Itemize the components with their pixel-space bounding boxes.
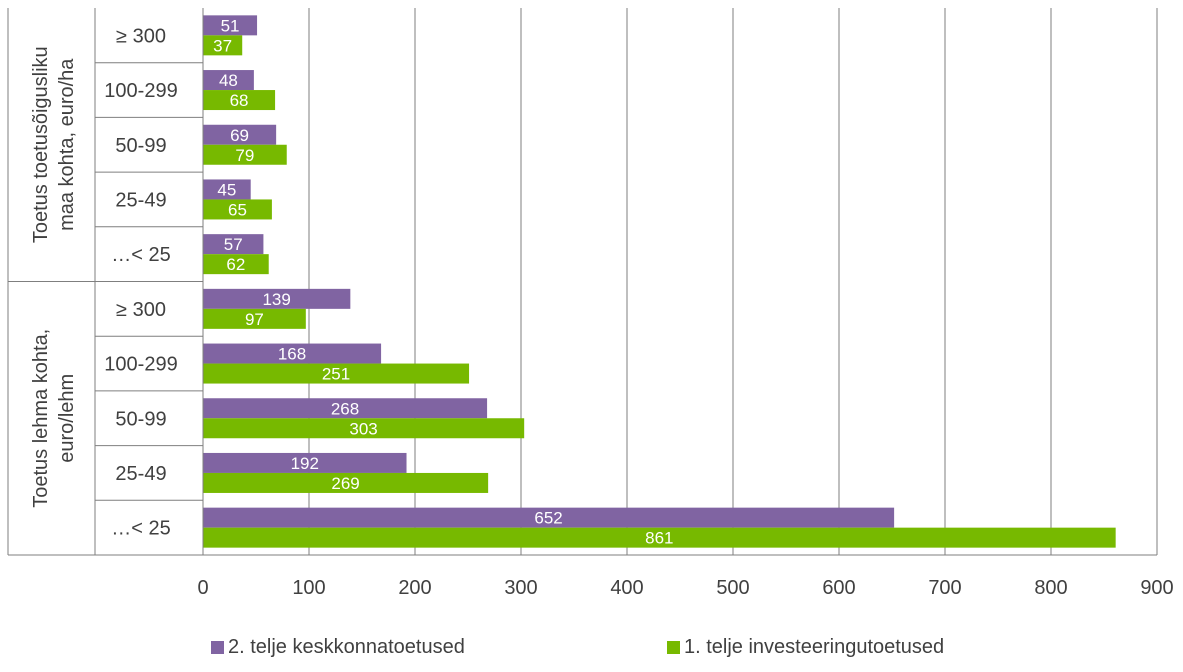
bar (203, 452, 407, 473)
x-tick-label: 100 (292, 577, 325, 599)
data-label: 79 (235, 146, 254, 165)
group-label-line: Toetus toetusõigusliku (30, 46, 52, 243)
bar (203, 90, 276, 111)
data-label: 65 (228, 200, 247, 219)
bar (203, 507, 895, 528)
data-label: 97 (245, 310, 264, 329)
category-label: 50-99 (115, 408, 166, 430)
data-label: 48 (219, 71, 238, 90)
bar (203, 363, 470, 384)
bar (203, 527, 1116, 548)
x-tick-label: 300 (504, 577, 537, 599)
bar (203, 343, 382, 364)
x-tick-label: 800 (1034, 577, 1067, 599)
x-tick-label: 600 (822, 577, 855, 599)
group-label-line: maa kohta, euro/ha (56, 58, 78, 231)
legend: 2. telje keskkonnatoetused 1. telje inve… (0, 636, 1183, 666)
bar (203, 234, 264, 255)
bar (203, 144, 287, 165)
data-label: 37 (213, 36, 232, 55)
x-tick-label: 200 (398, 577, 431, 599)
group-label-line: Toetus lehma kohta, (30, 329, 52, 508)
bar (203, 124, 277, 145)
x-tick-label: 400 (610, 577, 643, 599)
bar (203, 15, 258, 36)
category-label: ≥ 300 (116, 25, 166, 47)
category-label: 25-49 (115, 463, 166, 485)
bar (203, 398, 488, 419)
bar (203, 418, 525, 439)
category-label: 25-49 (115, 189, 166, 211)
category-label: …< 25 (111, 244, 170, 266)
data-label: 139 (262, 290, 290, 309)
data-label: 62 (226, 255, 245, 274)
data-label: 269 (331, 474, 359, 493)
legend-label-series-2: 1. telje investeeringutoetused (684, 636, 945, 658)
data-label: 168 (278, 345, 306, 364)
bar (203, 308, 306, 329)
legend-label-series-1: 2. telje keskkonnatoetused (228, 636, 465, 658)
data-label: 51 (221, 16, 240, 35)
data-label: 652 (534, 509, 562, 528)
group-label-line: euro/lehm (56, 374, 78, 463)
x-tick-label: 0 (197, 577, 208, 599)
bar (203, 199, 272, 220)
x-tick-label: 500 (716, 577, 749, 599)
bar (203, 288, 351, 309)
data-label: 268 (331, 399, 359, 418)
data-label: 861 (645, 529, 673, 548)
data-label: 192 (291, 454, 319, 473)
category-label: 50-99 (115, 135, 166, 157)
x-tick-label: 700 (928, 577, 961, 599)
data-label: 68 (230, 91, 249, 110)
legend-swatch-series-2 (667, 641, 680, 654)
data-label: 45 (217, 180, 236, 199)
legend-swatch-series-1 (211, 641, 224, 654)
category-label: …< 25 (111, 518, 170, 540)
category-label: ≥ 300 (116, 299, 166, 321)
bar (203, 35, 243, 56)
data-label: 57 (224, 235, 243, 254)
x-tick-label: 900 (1140, 577, 1173, 599)
bar (203, 70, 254, 91)
legend-item-series-1: 2. telje keskkonnatoetused (211, 636, 465, 659)
bar (203, 472, 489, 493)
bar (203, 254, 269, 275)
bar (203, 179, 251, 200)
data-label: 69 (230, 126, 249, 145)
category-label: 100-299 (104, 80, 177, 102)
group-label-1: Toetus toetusõigusliku maa kohta, euro/ha (30, 46, 78, 243)
legend-item-series-2: 1. telje investeeringutoetused (667, 636, 944, 659)
group-label-2: Toetus lehma kohta, euro/lehm (30, 329, 78, 508)
category-label: 100-299 (104, 354, 177, 376)
data-label: 251 (322, 365, 350, 384)
data-label: 303 (349, 419, 377, 438)
